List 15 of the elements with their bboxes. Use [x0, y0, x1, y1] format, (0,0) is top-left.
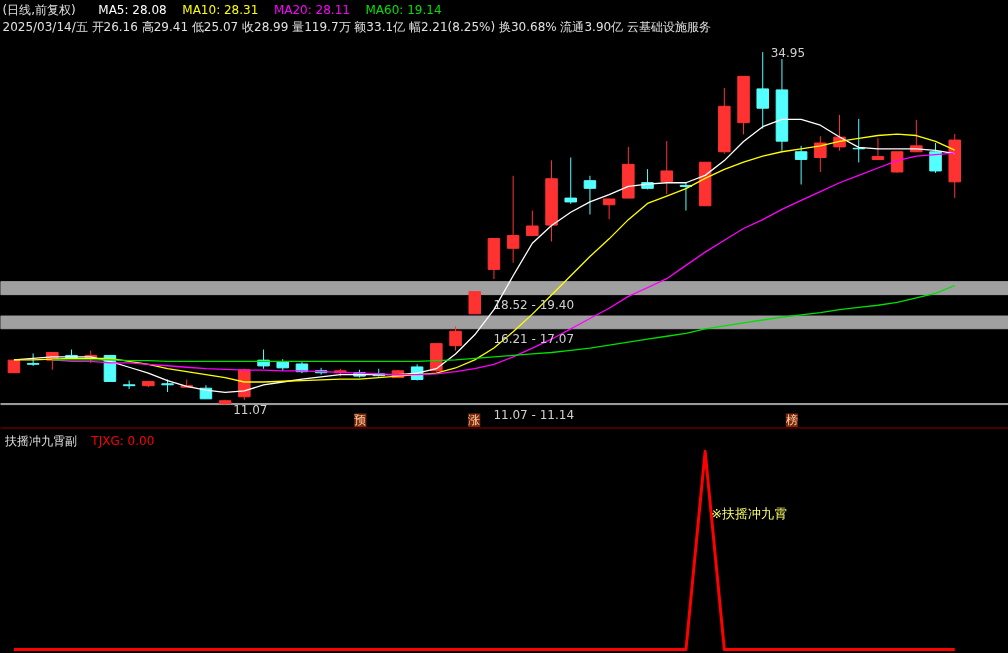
text: 预: [354, 413, 367, 428]
chart-title: (日线,前复权): [2, 2, 76, 17]
text: MA60: 19.14: [365, 2, 442, 17]
band-label: 11.07 - 11.14: [493, 407, 575, 422]
text: 涨: [468, 413, 481, 428]
annotation: 11.07: [233, 402, 268, 417]
chart-title: 扶摇冲九霄副: [4, 434, 78, 449]
text: MA5: 28.08: [98, 2, 167, 17]
text: MA20: 28.11: [273, 2, 350, 17]
annotation: 34.95: [770, 45, 806, 60]
text: 榜: [785, 413, 798, 428]
text: TJXG: 0.00: [90, 434, 155, 449]
annotation: ※扶摇冲九霄: [711, 505, 788, 521]
text: MA10: 28.31: [182, 2, 259, 17]
chart-subtitle: 2025/03/14/五 开26.16 高29.41 低25.07 收28.99 量119.7万 额33.1亿 幅2.21(8.25%) 换30.68% 流通3.90亿 云基础设施服务: [2, 19, 712, 34]
